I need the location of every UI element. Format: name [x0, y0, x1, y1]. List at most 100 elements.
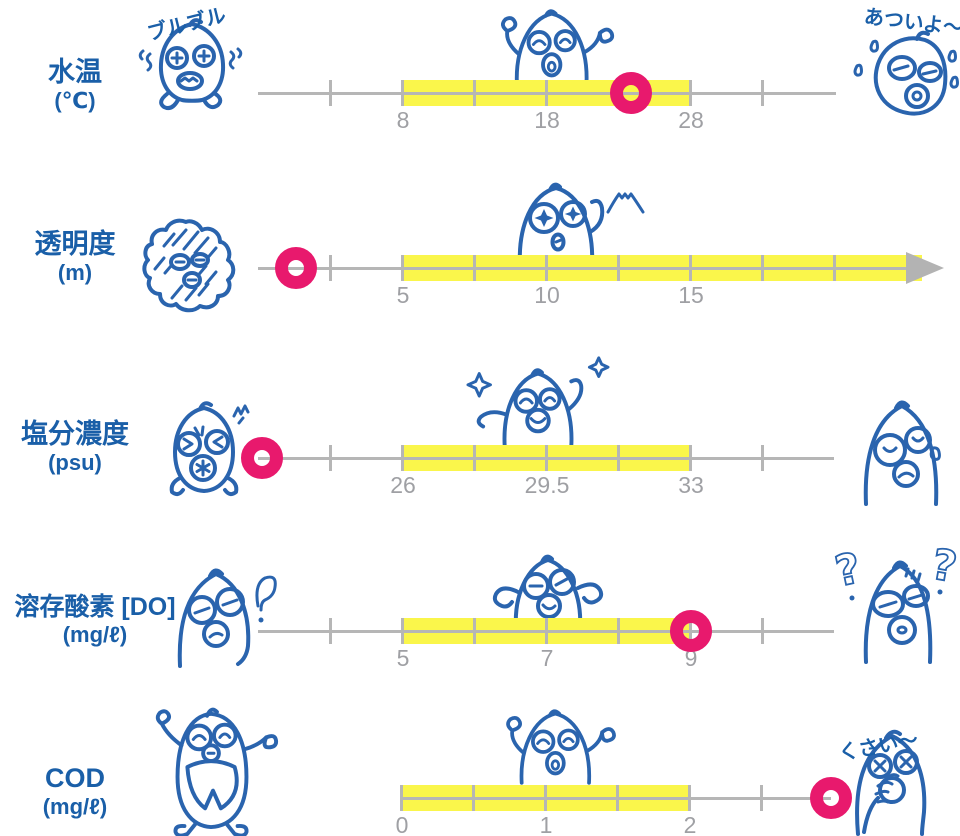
sparkle-icon	[466, 372, 492, 398]
sparkle-eye-icon	[564, 206, 582, 222]
current-value-marker	[610, 72, 652, 114]
parameter-name: 溶存酸素 [DO]	[14, 593, 176, 621]
parameter-unit: (mg/ℓ)	[62, 622, 128, 647]
parameter-name: COD	[45, 763, 105, 793]
parameter-name: 透明度	[34, 229, 116, 259]
tick-label: 33	[678, 472, 704, 498]
tick	[400, 785, 403, 811]
character-sweating-hot-icon	[853, 30, 959, 116]
current-value-marker	[810, 777, 852, 819]
parameter-label: COD (mg/ℓ)	[10, 762, 140, 821]
character-cheering-icon	[506, 709, 616, 785]
parameter-unit: (mg/ℓ)	[42, 794, 108, 820]
character-sad-crying-icon	[863, 400, 941, 506]
tick	[401, 445, 404, 471]
parameter-unit: (m)	[57, 260, 93, 286]
character-confused-questions-icon: ? ?	[830, 538, 960, 664]
sweat-drop-icon	[947, 49, 957, 63]
tick-label: 1	[539, 812, 553, 836]
tick-label: 2	[683, 812, 697, 836]
question-mark-icon: ?	[928, 539, 960, 591]
parameter-unit: (℃)	[54, 88, 96, 114]
tick	[688, 785, 691, 811]
current-value-marker	[670, 610, 712, 652]
current-value-marker	[241, 437, 283, 479]
tick-label: 26	[390, 472, 416, 498]
tick	[616, 785, 619, 811]
character-puzzled-icon	[177, 568, 277, 668]
parameter-label: 水温 (℃)	[10, 56, 140, 115]
tick	[545, 255, 548, 281]
character-nose-pinching-icon	[855, 729, 927, 836]
mount-fuji-icon	[606, 192, 645, 214]
character-joyful-sparkles-icon	[466, 356, 610, 448]
sweat-drop-icon	[869, 39, 879, 53]
tick	[689, 255, 692, 281]
parameter-name: 水温	[48, 57, 102, 87]
tick	[617, 445, 620, 471]
tick	[761, 255, 764, 281]
character-dancing-icon	[155, 707, 279, 836]
character-angry-icon	[169, 401, 250, 497]
pinching-fingers-icon	[874, 773, 900, 804]
anger-mark-icon	[232, 404, 250, 425]
tick	[544, 785, 547, 811]
tick-label: 10	[534, 282, 560, 308]
sparkle-eye-icon	[534, 209, 554, 227]
tick	[329, 445, 332, 471]
current-value-marker	[275, 247, 317, 289]
sweat-drop-icon	[853, 63, 863, 77]
tick	[401, 618, 404, 644]
tick	[545, 618, 548, 644]
character-murky-blob-icon	[142, 218, 236, 313]
tick	[473, 618, 476, 644]
tick-label: 29.5	[524, 472, 570, 498]
character-cheering-icon	[501, 9, 615, 87]
tick	[473, 80, 476, 106]
parameter-label: 溶存酸素 [DO] (mg/ℓ)	[0, 592, 190, 648]
tick	[545, 80, 548, 106]
tick	[760, 785, 763, 811]
shiver-lines-icon	[228, 47, 243, 70]
parameter-label: 透明度 (m)	[10, 228, 140, 287]
open-range-arrow-icon	[906, 252, 944, 284]
shiver-lines-icon	[138, 49, 153, 72]
character-sparkling-eyes-icon	[517, 182, 645, 268]
tick-label: 8	[396, 107, 410, 133]
tick	[329, 80, 332, 106]
tick-label: 18	[534, 107, 560, 133]
tick	[472, 785, 475, 811]
tick-label: 5	[396, 645, 410, 671]
tick	[473, 255, 476, 281]
tick-label: 0	[395, 812, 409, 836]
tick	[617, 255, 620, 281]
character-flexing-icon	[492, 554, 604, 630]
tick	[761, 445, 764, 471]
tick-label: 15	[678, 282, 704, 308]
tick	[833, 255, 836, 281]
tick	[617, 618, 620, 644]
question-mark-icon: ?	[831, 543, 865, 596]
tick-label: 5	[396, 282, 410, 308]
tick	[473, 445, 476, 471]
tick	[545, 445, 548, 471]
teardrop-icon	[929, 446, 941, 461]
scale-line	[258, 267, 910, 270]
tick	[761, 618, 764, 644]
parameter-unit: (psu)	[48, 450, 102, 476]
character-shivering-cold-icon	[138, 18, 243, 111]
sparkle-icon	[587, 356, 610, 378]
tick	[401, 80, 404, 106]
tick-label: 7	[540, 645, 554, 671]
tick	[329, 618, 332, 644]
tick	[761, 80, 764, 106]
parameter-name: 塩分濃度	[21, 419, 129, 449]
tick	[689, 445, 692, 471]
tick	[329, 255, 332, 281]
sweat-drop-icon	[949, 75, 959, 89]
tick	[689, 80, 692, 106]
parameter-label: 塩分濃度 (psu)	[5, 418, 145, 477]
tick-label: 28	[678, 107, 704, 133]
question-squiggle-icon	[255, 575, 277, 612]
